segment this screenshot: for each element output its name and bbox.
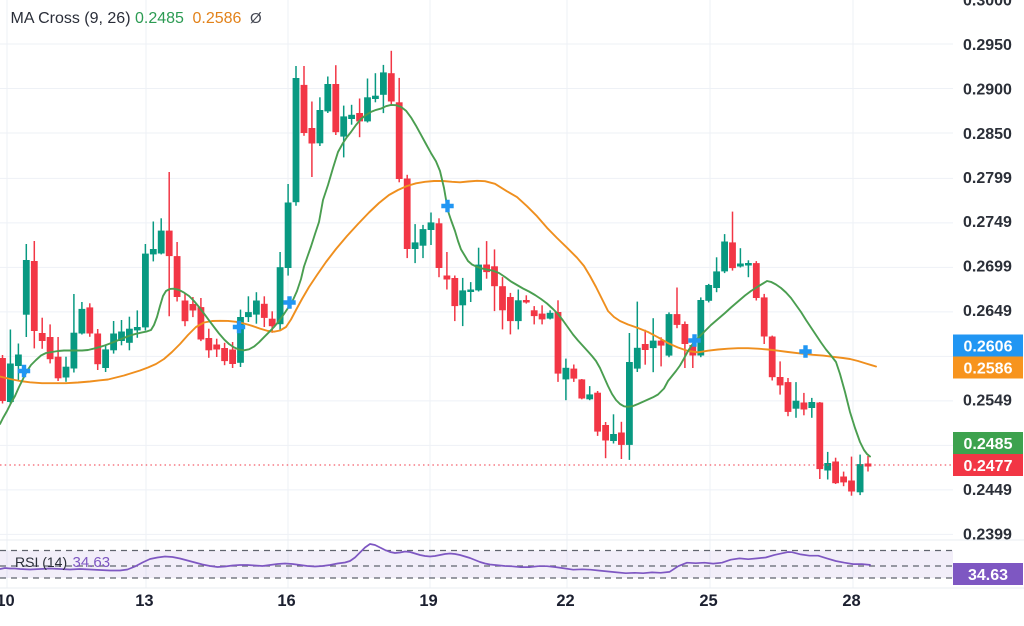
svg-text:25: 25 <box>699 592 717 610</box>
svg-text:RSI (14): RSI (14) <box>15 554 67 570</box>
svg-text:34.63: 34.63 <box>968 567 1008 584</box>
svg-text:0.2549: 0.2549 <box>963 392 1012 409</box>
svg-text:0.2799: 0.2799 <box>963 170 1012 187</box>
svg-text:0.2900: 0.2900 <box>963 81 1012 98</box>
svg-text:34.63: 34.63 <box>73 554 111 571</box>
svg-text:0.2477: 0.2477 <box>964 458 1013 475</box>
svg-text:0.2399: 0.2399 <box>963 526 1012 543</box>
svg-text:0.2850: 0.2850 <box>963 126 1012 143</box>
svg-text:28: 28 <box>842 592 860 610</box>
svg-text:0.2586: 0.2586 <box>964 360 1013 377</box>
svg-text:0.2749: 0.2749 <box>963 214 1012 231</box>
svg-text:0.2606: 0.2606 <box>964 338 1013 355</box>
svg-text:0.3000: 0.3000 <box>963 0 1012 9</box>
svg-text:19: 19 <box>419 592 437 610</box>
svg-text:0.2485: 0.2485 <box>135 10 184 27</box>
svg-text:22: 22 <box>556 592 574 610</box>
svg-text:0.2586: 0.2586 <box>193 10 242 27</box>
svg-text:0.2950: 0.2950 <box>963 37 1012 54</box>
svg-text:10: 10 <box>0 592 15 610</box>
svg-text:Ø: Ø <box>250 10 262 27</box>
svg-text:0.2699: 0.2699 <box>963 258 1012 275</box>
svg-text:0.2449: 0.2449 <box>963 482 1012 499</box>
svg-text:13: 13 <box>135 592 153 610</box>
svg-text:MA Cross (9, 26): MA Cross (9, 26) <box>11 10 131 27</box>
svg-text:0.2649: 0.2649 <box>963 303 1012 320</box>
svg-text:16: 16 <box>277 592 295 610</box>
svg-text:0.2485: 0.2485 <box>964 436 1013 453</box>
